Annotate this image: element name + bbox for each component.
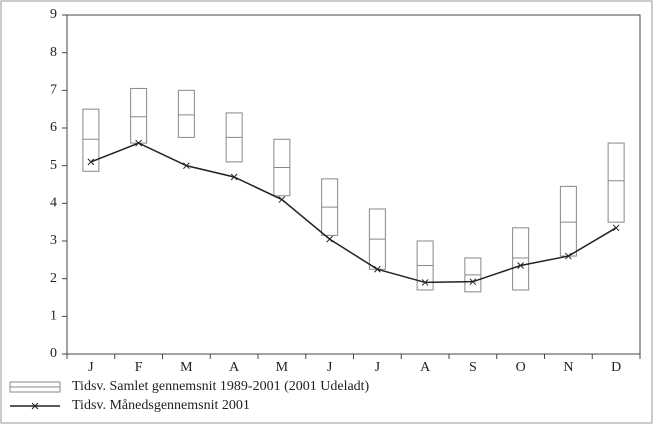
legend-label: Tidsv. Samlet gennemsnit 1989-2001 (2001… [72,379,370,394]
y-tick-label: 2 [50,271,57,286]
x-tick-label: N [563,360,573,375]
x-tick-label: O [516,360,526,375]
point-marker [469,278,477,286]
point-marker [612,224,620,232]
box [82,108,100,172]
point-marker [278,196,286,203]
box [177,89,195,138]
x-tick-label: F [135,360,143,375]
y-tick-label: 4 [50,196,57,211]
plot-area [66,14,641,355]
point-marker [421,279,429,286]
point-marker [326,235,333,243]
point-marker [135,139,142,147]
box [607,142,625,223]
point-marker [517,262,524,269]
point-marker [183,162,190,170]
line [90,142,617,284]
x-tick-label: J [327,360,333,375]
x-tick-label: M [276,360,289,375]
x-tick-label: D [611,360,621,375]
x-tick-label: J [88,360,94,375]
x-tick-label: A [420,360,431,375]
point-marker [230,173,238,181]
y-tick-label: 9 [50,7,57,22]
box [512,227,530,291]
point-marker [87,158,95,166]
y-tick-label: 6 [50,120,57,135]
box [130,87,148,144]
y-tick-label: 1 [50,309,57,324]
y-tick-label: 0 [50,346,57,361]
x-tick-label: S [469,360,477,375]
x-tick-label: A [229,360,240,375]
box [559,185,577,257]
x-tick-label: M [180,360,193,375]
y-tick-label: 3 [50,233,57,248]
y-tick-label: 5 [50,158,57,173]
x-tick-label: J [375,360,381,375]
point-marker [565,252,572,260]
legend-label: Tidsv. Månedsgennemsnit 2001 [72,398,250,413]
y-tick-label: 7 [50,83,57,98]
y-tick-label: 8 [50,45,57,60]
legend-swatch [31,402,39,410]
point-marker [374,265,381,273]
